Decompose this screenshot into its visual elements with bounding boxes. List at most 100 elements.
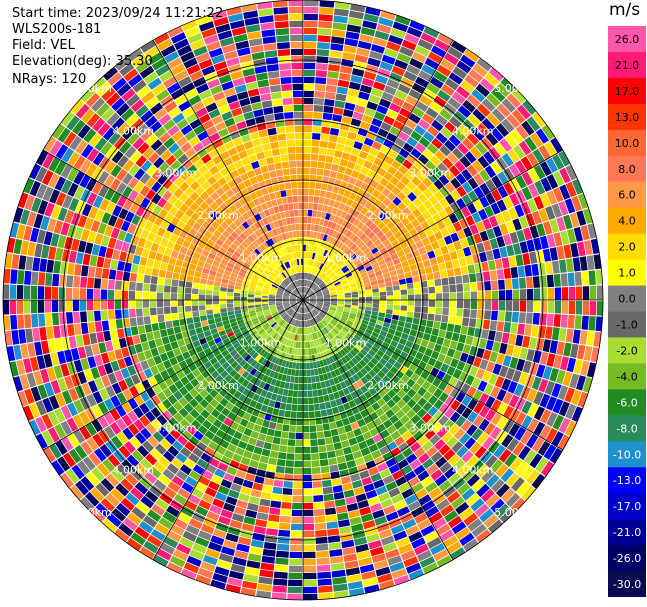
velocity-gate xyxy=(469,224,479,235)
velocity-gate xyxy=(533,288,541,300)
velocity-gate xyxy=(470,291,478,300)
velocity-gate xyxy=(293,252,297,259)
velocity-gate xyxy=(442,216,453,227)
velocity-gate xyxy=(50,380,61,395)
velocity-gate xyxy=(505,472,520,487)
velocity-gate xyxy=(253,424,262,433)
velocity-gate xyxy=(345,230,352,238)
velocity-gate xyxy=(290,302,297,306)
velocity-gate xyxy=(142,440,154,453)
velocity-gate xyxy=(140,458,153,471)
velocity-gate xyxy=(346,275,354,281)
velocity-gate xyxy=(75,480,89,496)
velocity-gate xyxy=(377,221,386,230)
velocity-gate xyxy=(294,376,299,384)
velocity-gate xyxy=(427,279,435,287)
velocity-gate xyxy=(122,186,133,198)
velocity-gate xyxy=(450,232,460,243)
velocity-gate xyxy=(572,257,581,272)
velocity-gate xyxy=(290,530,303,538)
velocity-gate xyxy=(452,477,466,490)
velocity-gate xyxy=(533,406,545,421)
velocity-gate xyxy=(214,393,224,403)
velocity-gate xyxy=(249,253,257,261)
velocity-gate xyxy=(333,376,340,385)
velocity-gate xyxy=(526,116,541,132)
velocity-gate xyxy=(197,332,205,340)
velocity-gate xyxy=(388,34,404,46)
velocity-gate xyxy=(234,399,244,409)
velocity-gate xyxy=(142,308,150,317)
velocity-gate xyxy=(273,281,280,286)
velocity-gate xyxy=(446,268,455,277)
velocity-gate xyxy=(334,1,350,10)
velocity-gate xyxy=(433,95,447,108)
velocity-gate xyxy=(280,240,286,248)
velocity-gate xyxy=(122,427,134,440)
velocity-gate xyxy=(211,10,227,21)
velocity-gate xyxy=(459,352,469,363)
velocity-gate xyxy=(303,495,313,503)
velocity-gate xyxy=(162,387,173,398)
velocity-gate xyxy=(300,272,302,280)
velocity-gate xyxy=(271,91,282,100)
velocity-gate xyxy=(309,319,313,326)
velocity-gate xyxy=(309,301,317,303)
velocity-gate xyxy=(31,197,42,213)
velocity-gate xyxy=(280,438,288,446)
velocity-gate xyxy=(426,82,440,95)
velocity-gate xyxy=(20,240,30,256)
velocity-gate xyxy=(156,89,170,102)
velocity-gate xyxy=(301,258,303,265)
velocity-gate xyxy=(324,401,332,409)
velocity-gate xyxy=(311,267,316,274)
velocity-gate xyxy=(400,175,411,186)
velocity-gate xyxy=(154,126,167,139)
velocity-gate xyxy=(382,384,392,394)
velocity-gate xyxy=(287,277,292,283)
velocity-gate xyxy=(306,258,310,266)
velocity-gate xyxy=(352,209,360,218)
velocity-gate xyxy=(303,251,306,259)
velocity-gate xyxy=(328,134,338,143)
velocity-gate xyxy=(273,314,280,319)
velocity-gate xyxy=(370,87,383,98)
velocity-gate xyxy=(564,387,575,403)
velocity-gate xyxy=(421,440,434,452)
velocity-gate xyxy=(457,463,471,477)
velocity-gate xyxy=(255,238,262,246)
velocity-gate xyxy=(174,94,188,106)
velocity-gate xyxy=(246,421,255,430)
velocity-gate xyxy=(151,83,166,96)
velocity-gate xyxy=(218,345,227,353)
velocity-gate xyxy=(334,267,341,274)
velocity-gate xyxy=(286,287,293,292)
velocity-gate xyxy=(66,115,80,131)
velocity-gate xyxy=(440,58,456,71)
velocity-gate xyxy=(408,113,421,124)
velocity-gate xyxy=(369,213,378,222)
velocity-gate xyxy=(312,389,318,397)
velocity-gate xyxy=(496,236,506,248)
velocity-gate xyxy=(296,355,300,363)
velocity-gate xyxy=(310,333,314,341)
velocity-gate xyxy=(106,92,121,107)
velocity-gate xyxy=(207,541,223,552)
velocity-gate xyxy=(323,169,331,177)
velocity-gate xyxy=(476,57,492,72)
velocity-gate xyxy=(167,481,181,493)
velocity-gate xyxy=(219,397,229,407)
velocity-gate xyxy=(316,303,323,307)
velocity-gate xyxy=(228,100,241,111)
velocity-gate xyxy=(311,283,316,290)
velocity-gate xyxy=(274,315,281,321)
velocity-gate xyxy=(219,37,235,47)
velocity-gate xyxy=(166,562,183,574)
velocity-gate xyxy=(246,170,256,179)
velocity-gate xyxy=(310,167,317,175)
velocity-gate xyxy=(344,270,351,276)
velocity-gate xyxy=(329,378,336,386)
velocity-gate xyxy=(268,207,275,215)
velocity-gate xyxy=(459,507,474,521)
velocity-gate xyxy=(352,382,360,391)
